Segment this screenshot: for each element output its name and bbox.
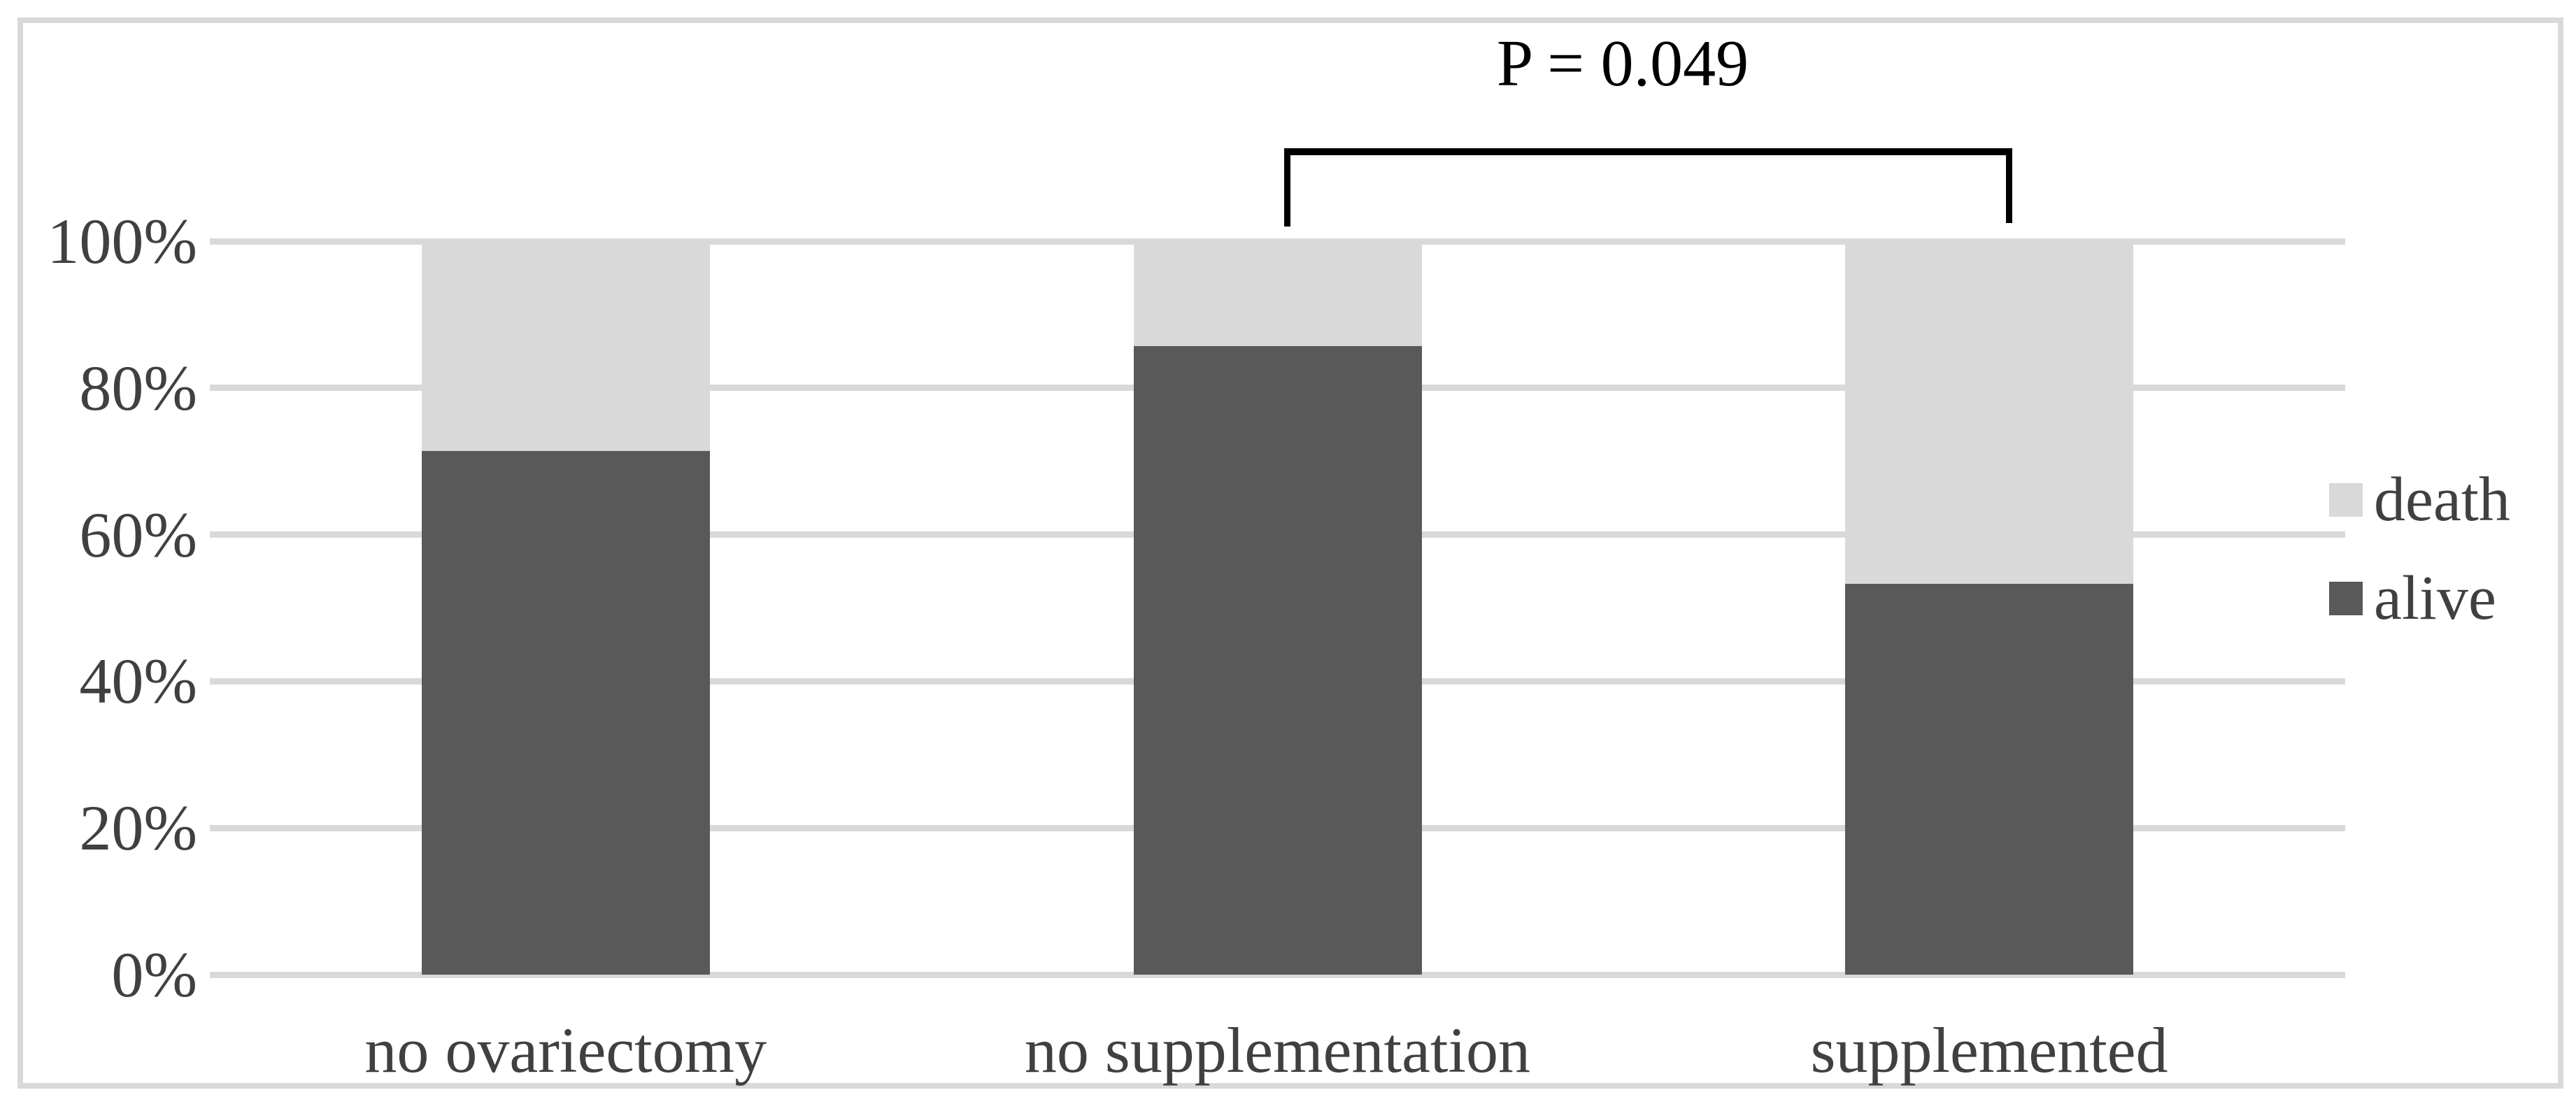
legend-swatch-death: [2329, 483, 2363, 517]
bar-supplemented: [1845, 241, 2134, 975]
legend: death alive: [2329, 465, 2510, 633]
bar-segment-alive: [1133, 346, 1422, 975]
y-axis-tick-label: 80%: [79, 352, 197, 424]
significance-bracket-right-tick: [2006, 148, 2012, 223]
bar-segment-death: [1133, 241, 1422, 346]
significance-bracket-horizontal: [1284, 148, 2012, 155]
y-axis-tick-label: 60%: [79, 499, 197, 571]
bar-segment-alive: [1845, 583, 2134, 975]
gridline: [210, 971, 2345, 978]
y-axis-tick-label: 0%: [111, 939, 197, 1010]
bar-segment-death: [421, 241, 710, 451]
y-axis-tick-label: 20%: [79, 792, 197, 864]
bar-segment-death: [1845, 241, 2134, 584]
chart-outer-frame: [17, 17, 2563, 1089]
x-axis-category-label: no supplementation: [1024, 1015, 1531, 1086]
legend-swatch-alive: [2329, 581, 2363, 615]
p-value-label: P = 0.049: [1496, 27, 1749, 100]
bars-container: [210, 241, 2345, 975]
significance-bracket-left-tick: [1284, 148, 1290, 227]
legend-label-death: death: [2374, 465, 2510, 534]
y-axis-tick-label: 100%: [47, 206, 197, 277]
bar-no-ovariectomy: [421, 241, 710, 975]
y-axis-tick-label: 40%: [79, 645, 197, 717]
legend-item-alive: alive: [2329, 563, 2510, 633]
legend-label-alive: alive: [2374, 563, 2496, 633]
x-axis-category-label: no ovariectomy: [364, 1015, 767, 1086]
plot-area: [210, 238, 2345, 978]
legend-item-death: death: [2329, 465, 2510, 534]
bar-segment-alive: [421, 451, 710, 975]
bar-no-supplementation: [1133, 241, 1422, 975]
x-axis-category-label: supplemented: [1810, 1015, 2168, 1086]
